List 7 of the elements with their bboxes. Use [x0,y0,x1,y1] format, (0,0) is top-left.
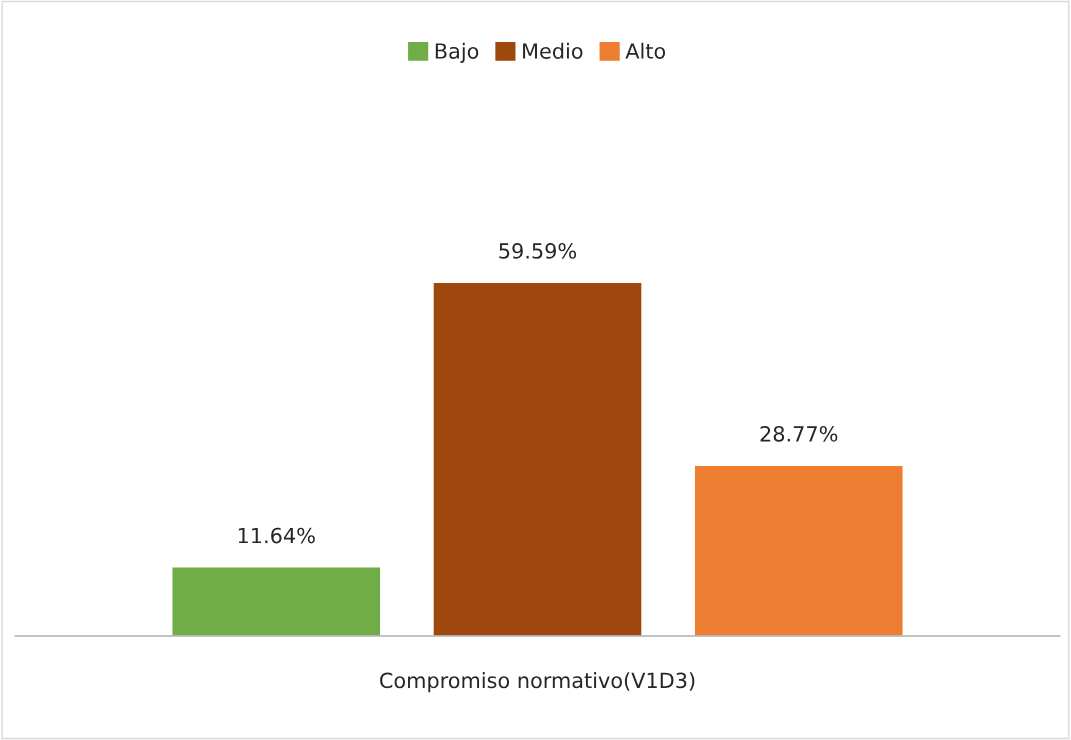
x-axis-title: Compromiso normativo(V1D3) [380,672,695,693]
legend-label: Bajo [435,42,479,63]
data-label: 11.64% [238,527,315,544]
data-label: 59.59% [499,243,577,259]
legend-label: Alto [625,42,666,59]
data-label: 28.77% [760,425,838,442]
legend-label: Medio [523,42,583,59]
